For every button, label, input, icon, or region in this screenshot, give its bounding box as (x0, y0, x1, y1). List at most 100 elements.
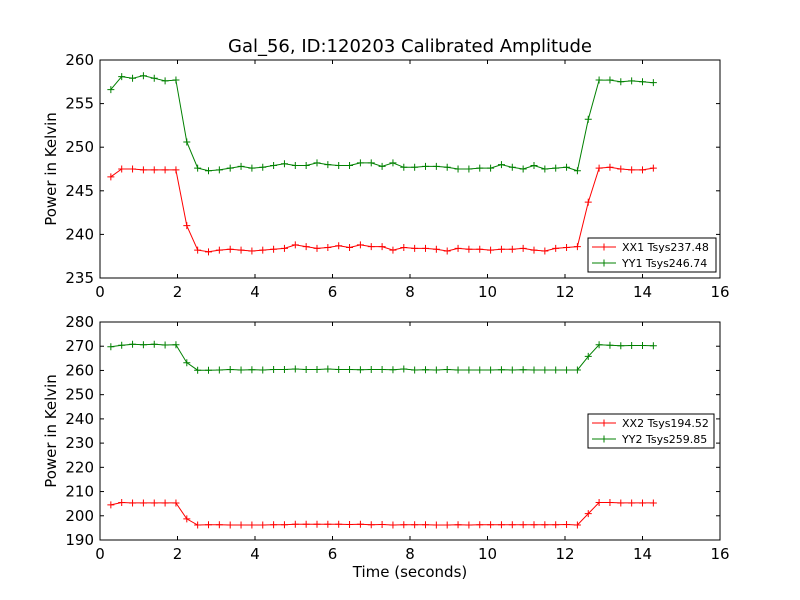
data-point (259, 521, 267, 529)
data-point (541, 521, 549, 529)
series-line (110, 75, 654, 172)
data-point (150, 166, 158, 174)
data-point (628, 77, 636, 85)
data-point (302, 365, 310, 373)
data-point (139, 72, 147, 80)
data-point (129, 499, 137, 507)
y-tick-label: 260 (65, 361, 94, 379)
series-line (110, 166, 654, 253)
y-axis-label: Power in Kelvin (42, 374, 60, 488)
data-point (411, 163, 419, 171)
data-point (346, 520, 354, 528)
data-point (541, 247, 549, 255)
legend-label: YY2 Tsys259.85 (621, 433, 707, 446)
data-point (129, 74, 137, 82)
data-point (280, 365, 288, 373)
data-point (183, 515, 191, 523)
data-point (107, 343, 115, 351)
x-tick-label: 0 (95, 283, 105, 301)
data-point (552, 521, 560, 529)
data-point (335, 162, 343, 170)
data-point (172, 76, 180, 84)
top-subplot: 0 2 4 6 8 10 12 14 16 235 240 245 250 255 260 Power in … (42, 51, 730, 301)
data-point (150, 499, 158, 507)
y-tick-label: 210 (65, 483, 94, 501)
data-point (411, 521, 419, 529)
legend-marker (600, 259, 608, 267)
data-point (291, 162, 299, 170)
data-point (324, 161, 332, 169)
chart-title: Gal_56, ID:120203 Calibrated Amplitude (228, 36, 592, 57)
data-point (226, 245, 234, 253)
data-point (595, 164, 603, 172)
data-point (411, 366, 419, 374)
data-point (107, 86, 115, 94)
data-point (226, 365, 234, 373)
data-point (270, 245, 278, 253)
data-point (313, 244, 321, 252)
data-point (573, 521, 581, 529)
data-point (215, 246, 223, 254)
legend: XX1 Tsys237.48 YY1 Tsys246.74 (587, 237, 717, 273)
data-point (237, 246, 245, 254)
data-point (454, 244, 462, 252)
bottom-subplot: 0 2 4 6 8 10 12 14 16 190 200 210 220 230 240 250 260 270… (42, 313, 730, 581)
data-point (302, 243, 310, 251)
data-point (432, 245, 440, 253)
legend-marker (600, 243, 608, 251)
data-point (367, 521, 375, 529)
legend-label: XX1 Tsys237.48 (622, 241, 709, 254)
data-point (432, 366, 440, 374)
x-tick-label: 0 (95, 545, 105, 563)
data-point (628, 499, 636, 507)
data-point (519, 521, 527, 529)
x-tick-label: 2 (173, 545, 183, 563)
data-point (573, 366, 581, 374)
data-point (628, 166, 636, 174)
data-point (639, 341, 646, 349)
data-point (563, 366, 571, 374)
data-point (400, 163, 408, 171)
data-point (324, 243, 332, 251)
x-tick-label: 16 (710, 283, 729, 301)
data-point (443, 365, 451, 373)
data-point (248, 366, 256, 374)
data-point (226, 164, 234, 172)
data-point (487, 521, 495, 529)
y-tick-label: 280 (65, 313, 94, 331)
data-point (432, 521, 440, 529)
data-point (389, 366, 397, 374)
y-tick-label: 190 (65, 531, 94, 549)
y-axis-label: Power in Kelvin (42, 112, 60, 226)
legend: XX2 Tsys194.52 YY2 Tsys259.85 (587, 413, 715, 449)
data-point (280, 160, 288, 168)
data-point (107, 173, 115, 181)
data-point (335, 365, 343, 373)
data-point (270, 365, 278, 373)
data-point (530, 366, 538, 374)
data-point (324, 520, 332, 528)
data-point (649, 342, 657, 350)
data-point (497, 521, 505, 529)
data-point (584, 198, 592, 206)
x-tick-label: 14 (633, 283, 652, 301)
data-point (118, 73, 126, 81)
data-point (595, 76, 603, 84)
x-tick-label: 8 (405, 283, 415, 301)
data-point (215, 521, 223, 529)
data-point (422, 366, 429, 374)
data-point (541, 366, 549, 374)
data-point (606, 76, 614, 84)
data-point (161, 341, 169, 349)
x-tick-label: 12 (555, 283, 574, 301)
x-tick-label: 10 (478, 545, 497, 563)
data-point (508, 163, 516, 171)
data-point (595, 498, 603, 506)
data-point (563, 520, 571, 528)
data-point (454, 165, 462, 173)
data-point (649, 499, 657, 507)
data-point (443, 163, 451, 171)
data-point (519, 366, 527, 374)
data-point (497, 366, 505, 374)
